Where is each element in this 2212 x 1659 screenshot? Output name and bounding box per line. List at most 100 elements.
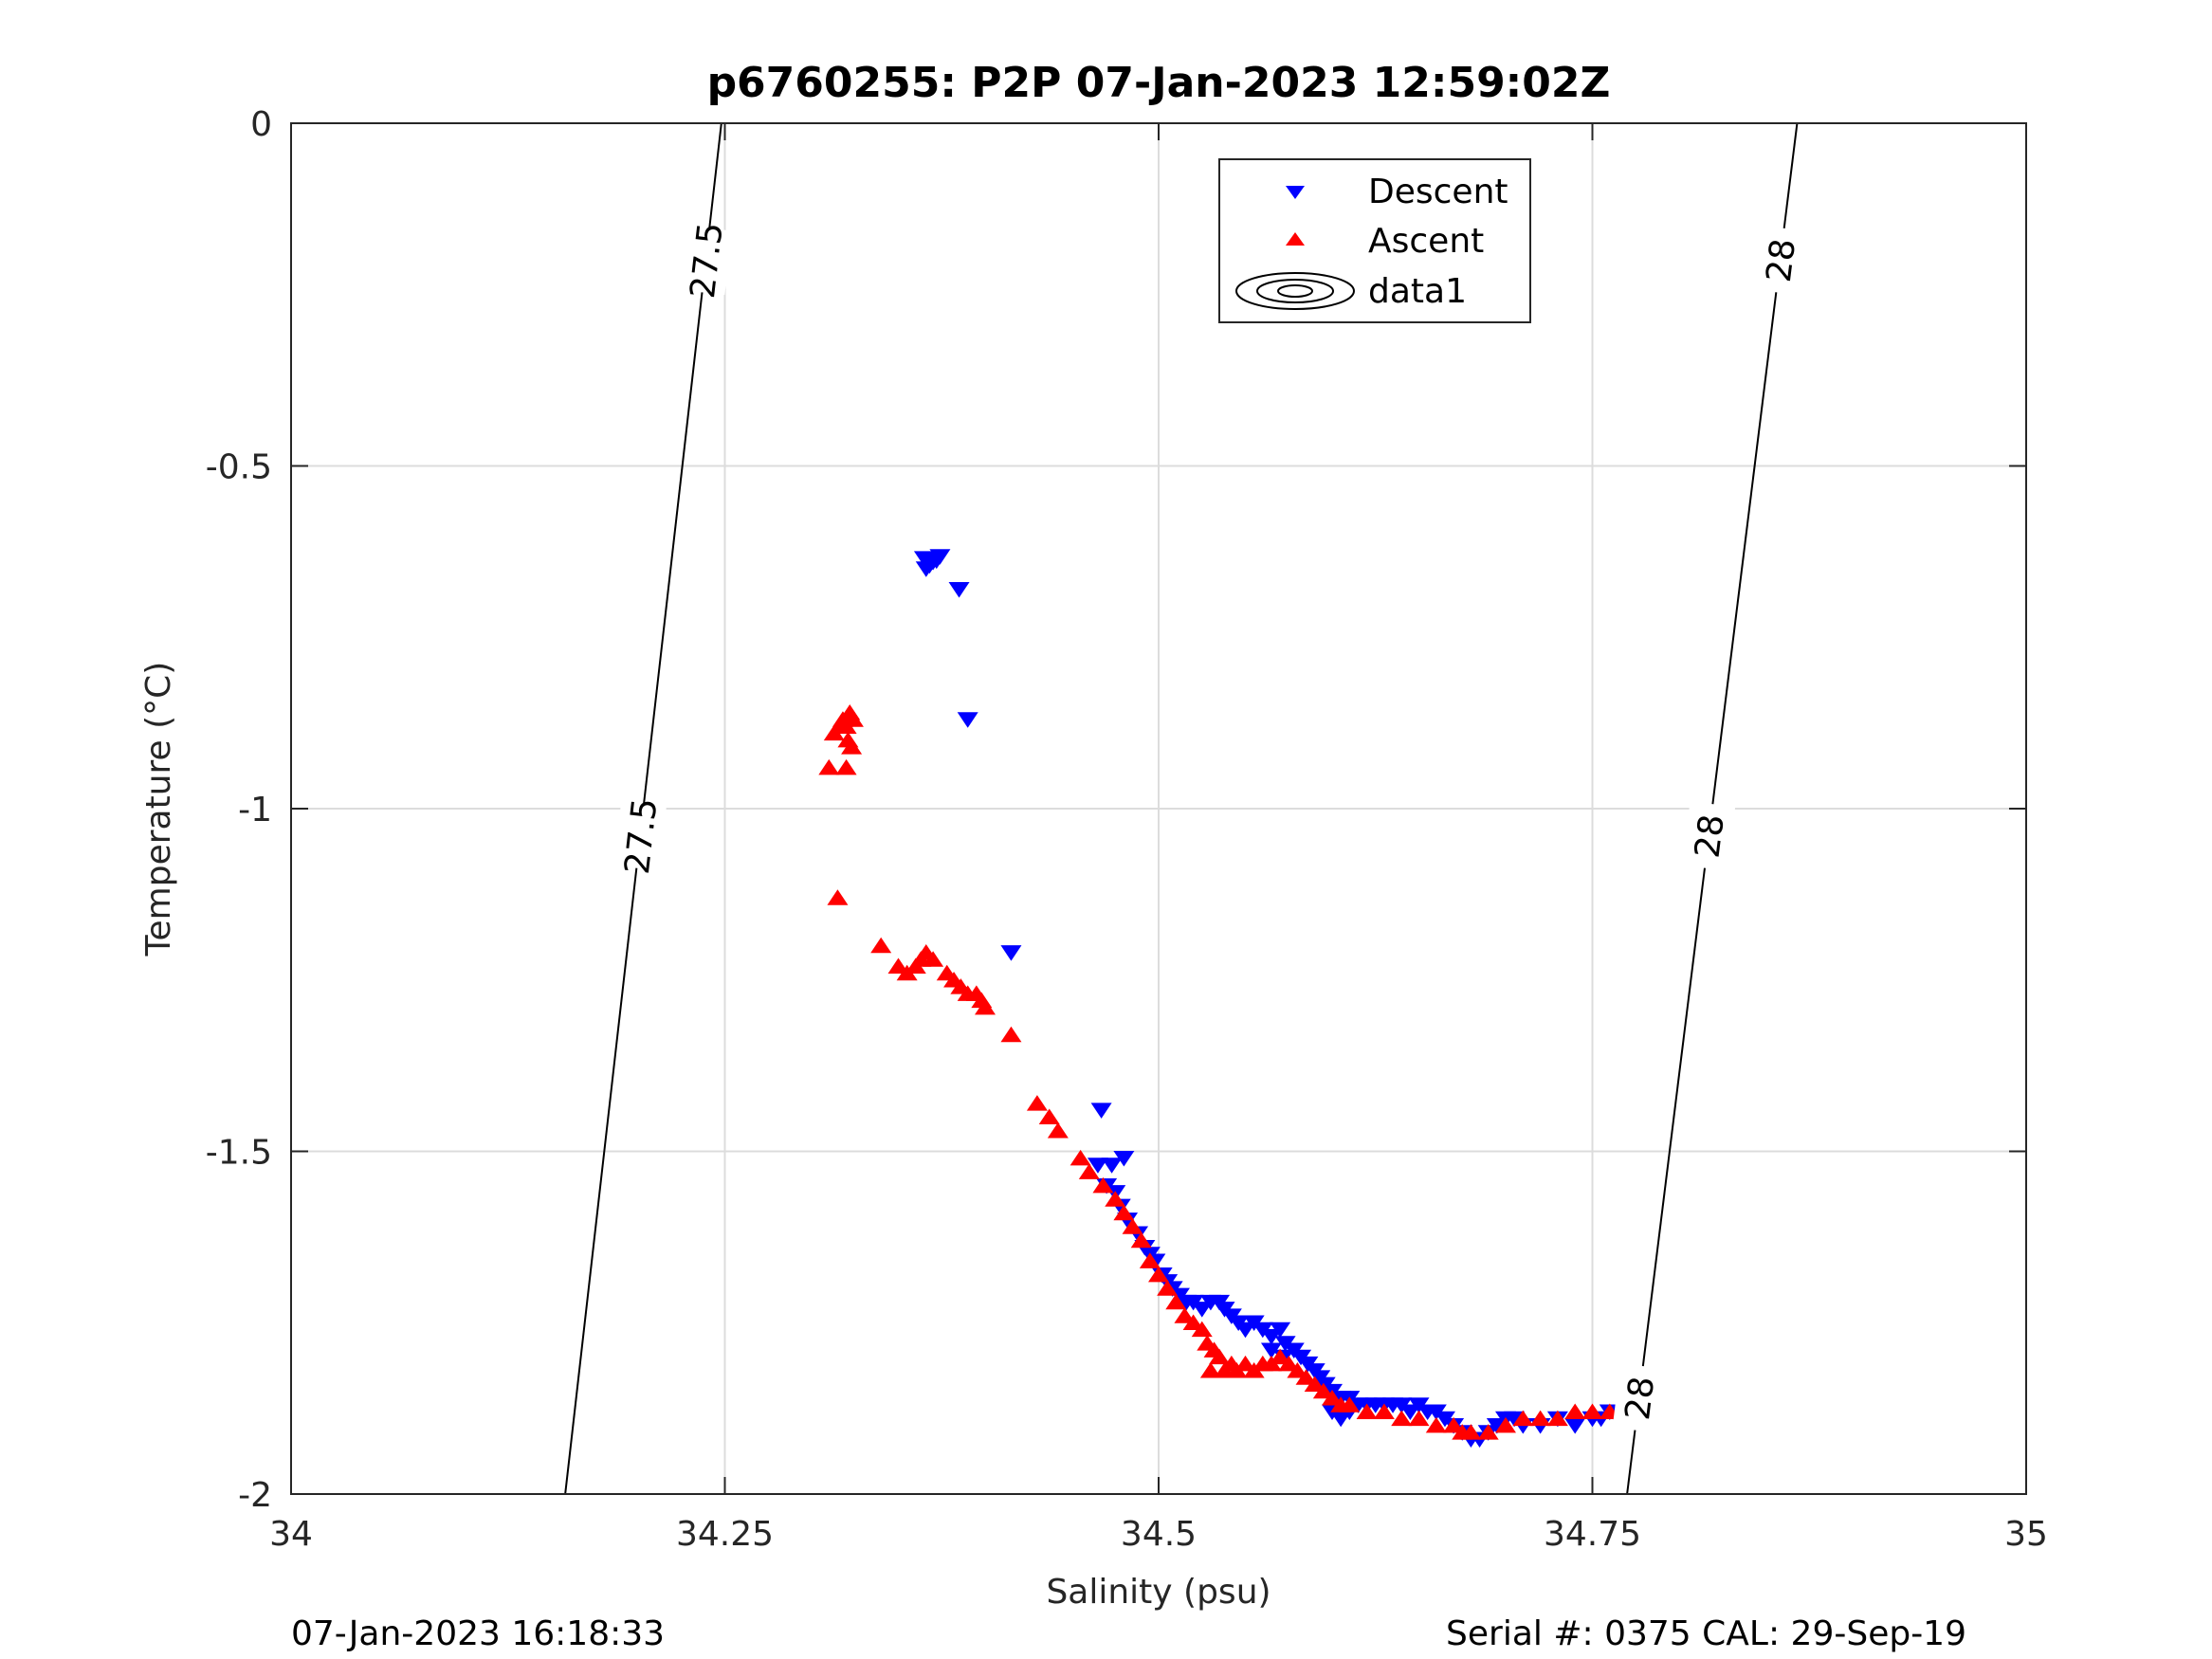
ascent-point xyxy=(1199,1362,1221,1378)
ascent-point xyxy=(818,758,840,775)
ascent-point xyxy=(1278,1355,1300,1372)
ascent-point xyxy=(1069,1149,1091,1166)
descent-point xyxy=(1090,1103,1112,1119)
contour-label-gap xyxy=(679,226,733,296)
contour-label-28: 28 xyxy=(1618,1375,1662,1423)
ascent-point xyxy=(1312,1382,1334,1399)
contour-label-gap xyxy=(1682,801,1736,871)
x-tick-label: 34.75 xyxy=(1544,1515,1641,1554)
descent-point xyxy=(957,712,978,728)
ascent-point xyxy=(1564,1403,1586,1419)
ascent-point xyxy=(1157,1280,1179,1296)
x-tick-label: 34.25 xyxy=(676,1515,774,1554)
ascent-point xyxy=(842,711,864,727)
descent-point xyxy=(1087,1158,1108,1174)
ascent-point xyxy=(1234,1355,1256,1372)
descent-point xyxy=(1260,1342,1282,1358)
ascent-point xyxy=(1122,1218,1143,1234)
descent-point xyxy=(1330,1411,1352,1428)
descent-point xyxy=(1486,1418,1508,1434)
descent-point xyxy=(948,581,970,598)
ascent-point xyxy=(1287,1362,1308,1378)
ascent-point xyxy=(1165,1293,1187,1310)
x-tick-label: 34 xyxy=(269,1515,313,1554)
ascent-point xyxy=(1092,1176,1114,1194)
descent-point xyxy=(1260,1329,1282,1345)
legend-ascent-label: Ascent xyxy=(1368,222,1484,261)
footer-serial-cal: Serial #: 0375 CAL: 29-Sep-19 xyxy=(1446,1614,1966,1653)
ascent-point xyxy=(841,738,863,755)
contour-label-28: 28 xyxy=(1689,812,1732,861)
contour-label-28: 28 xyxy=(1760,237,1803,285)
ascent-point xyxy=(1026,1095,1048,1111)
ascent-point xyxy=(1391,1410,1413,1427)
ascent-point xyxy=(1304,1376,1325,1393)
x-tick-label: 34.5 xyxy=(1121,1515,1197,1554)
legend-descent-label: Descent xyxy=(1368,173,1508,211)
ascent-point xyxy=(1000,1026,1022,1043)
ascent-point xyxy=(1425,1416,1447,1433)
ascent-point xyxy=(1139,1252,1161,1268)
y-tick-label: -1 xyxy=(238,791,272,830)
contour-label-27-5: 27.5 xyxy=(618,796,666,876)
legend-contour-label: data1 xyxy=(1368,272,1467,311)
contour-label-gap xyxy=(613,801,667,871)
ascent-point xyxy=(923,951,944,967)
y-axis-label: Temperature (°C) xyxy=(139,662,178,957)
ascent-point xyxy=(835,758,857,775)
y-tick-label: 0 xyxy=(250,105,272,144)
contour-labels: 27.5 27.5 28 28 28 xyxy=(613,221,1807,1433)
ascent-point xyxy=(1460,1424,1482,1440)
descent-point xyxy=(929,549,951,565)
legend-ascent-marker xyxy=(1286,232,1305,246)
legend-box xyxy=(1218,158,1531,323)
ascent-point xyxy=(1443,1416,1465,1433)
legend: Descent Ascent data1 xyxy=(1218,158,1531,323)
descent-point xyxy=(1234,1322,1256,1339)
ascent-point xyxy=(1322,1389,1343,1406)
ascent-point xyxy=(1191,1321,1213,1338)
ascent-point xyxy=(1182,1314,1204,1330)
ascent-point xyxy=(975,998,996,1015)
descent-point xyxy=(1101,1158,1123,1174)
contour-label-27-5: 27.5 xyxy=(684,221,731,301)
ascent-point xyxy=(1546,1410,1568,1427)
ascent-point xyxy=(870,937,892,954)
chart-title: p6760255: P2P 07-Jan-2023 12:59:02Z xyxy=(707,59,1611,107)
ascent-point xyxy=(1408,1410,1430,1427)
footer-timestamp: 07-Jan-2023 16:18:33 xyxy=(291,1614,665,1653)
ascent-point xyxy=(1209,1348,1231,1365)
descent-point xyxy=(1564,1418,1586,1434)
ascent-point xyxy=(1339,1396,1361,1413)
legend-descent-marker xyxy=(1286,186,1305,199)
ascent-point xyxy=(1356,1403,1378,1419)
ascent-point xyxy=(1270,1348,1291,1365)
contour-label-gap xyxy=(1753,225,1807,296)
y-tick-label: -1.5 xyxy=(206,1134,272,1173)
y-tick-label: -2 xyxy=(238,1476,272,1515)
ascent-point xyxy=(1477,1424,1499,1440)
ascent-point xyxy=(1581,1403,1603,1419)
ascent-point xyxy=(1495,1416,1516,1433)
descent-point xyxy=(1113,1151,1135,1167)
ascent-point xyxy=(887,957,909,974)
descent-point xyxy=(1270,1322,1291,1339)
ascent-point xyxy=(1113,1204,1135,1221)
ascent-point xyxy=(1078,1163,1100,1179)
ascent-point xyxy=(1512,1410,1534,1427)
ascent-point xyxy=(1038,1108,1060,1125)
ascent-point xyxy=(1174,1307,1196,1323)
ascent-point xyxy=(827,889,849,905)
y-tick-label: -0.5 xyxy=(206,448,272,487)
ascent-point xyxy=(1529,1410,1551,1427)
axis-ticks: 34 34.25 34.5 34.75 35 0 -0.5 -1 -1.5 -2 xyxy=(206,105,2048,1554)
descent-point xyxy=(915,561,937,577)
x-axis-label: Salinity (psu) xyxy=(1046,1573,1271,1612)
descent-point xyxy=(1000,945,1022,961)
ascent-point xyxy=(1295,1369,1317,1385)
ascent-point xyxy=(1373,1403,1395,1419)
ascent-point xyxy=(1105,1191,1126,1207)
contour-label-gap xyxy=(1612,1363,1666,1433)
plot-area: 27.5 27.5 28 28 28 34 34.25 34.5 34.75 35 0 -0.5 -1… xyxy=(206,105,2048,1554)
